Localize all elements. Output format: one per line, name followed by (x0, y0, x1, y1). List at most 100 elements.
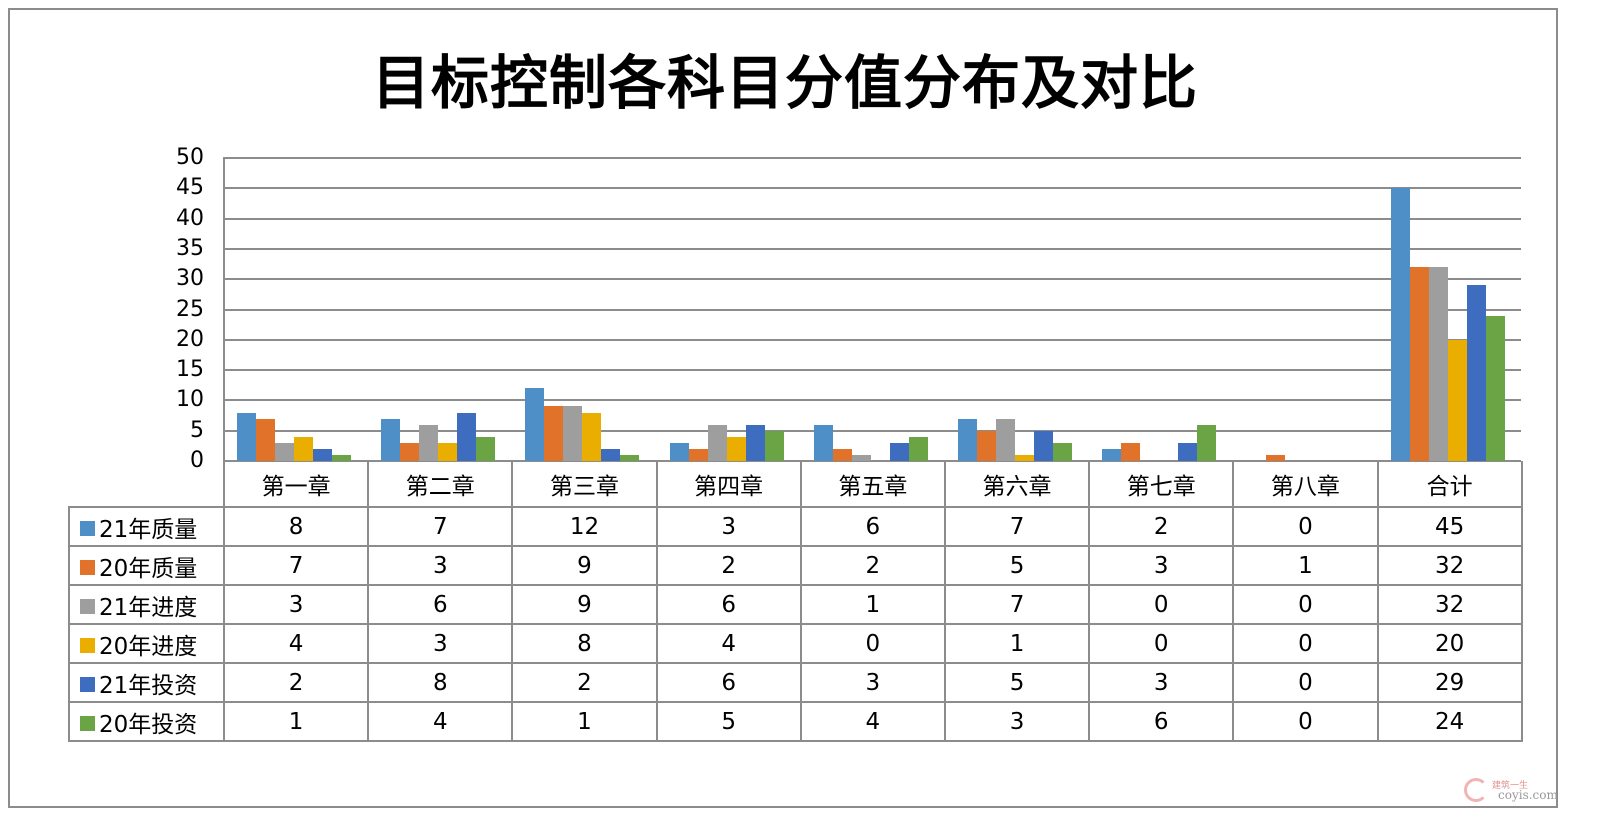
bar (908, 436, 928, 461)
table-cell: 2 (799, 545, 946, 586)
legend-label: 20年投资 (99, 711, 198, 738)
gridline (223, 338, 1521, 341)
legend-label: 21年质量 (99, 516, 198, 543)
bar (400, 442, 420, 461)
gridline (223, 429, 1521, 432)
bar (1409, 267, 1429, 461)
gridline (223, 187, 1521, 190)
legend-label: 20年质量 (99, 555, 198, 582)
table-cell: 3 (655, 506, 802, 547)
table-cell: 1 (799, 584, 946, 625)
bar (1178, 442, 1198, 461)
bar (889, 442, 909, 461)
chart-title: 目标控制各科目分值分布及对比 (371, 49, 1198, 117)
legend-label: 21年进度 (99, 594, 198, 621)
table-cell: 5 (655, 701, 802, 742)
table-row: 21年进度 3 6 9 6 1 7 0 0 32 (68, 584, 1523, 625)
bar (601, 448, 621, 461)
table-cell: 9 (511, 545, 658, 586)
y-tick-label: 30 (176, 266, 204, 292)
bar (1197, 424, 1217, 461)
table-row: 21年投资 2 8 2 6 3 5 3 0 29 (68, 662, 1523, 703)
table-cell: 1 (511, 701, 658, 742)
table-cell: 8 (222, 506, 370, 547)
watermark: 建筑一生 coyis.com (1460, 776, 1560, 806)
table-cell: 9 (511, 584, 658, 625)
bar (996, 418, 1016, 461)
bar (620, 454, 640, 461)
bar (707, 424, 727, 461)
category-label: 第五章 (799, 461, 946, 508)
table-cell: 0 (1232, 701, 1379, 742)
gridline (223, 278, 1521, 281)
table-cell: 0 (799, 623, 946, 664)
table-cell: 6 (799, 506, 946, 547)
bar (237, 412, 256, 461)
bar (764, 430, 784, 461)
table-row: 20年投资 1 4 1 5 4 3 6 0 24 (68, 701, 1523, 742)
bar (419, 424, 439, 461)
bar (1485, 315, 1505, 461)
legend-entry: 21年进度 (68, 584, 225, 625)
chart-frame (8, 8, 1558, 808)
table-cell: 1 (1232, 545, 1379, 586)
y-tick-label: 20 (176, 326, 204, 352)
bar (1053, 442, 1073, 461)
legend-entry: 20年投资 (68, 701, 225, 742)
bar (1102, 448, 1122, 461)
legend-label: 21年投资 (99, 672, 198, 699)
bar (457, 412, 477, 461)
table-cell: 45 (1376, 506, 1523, 547)
table-cell: 4 (367, 701, 514, 742)
gridline (223, 369, 1521, 372)
y-tick-label: 5 (190, 417, 204, 443)
table-cell: 0 (1088, 623, 1235, 664)
legend-swatch-icon (80, 676, 95, 692)
watermark-text-cn: 建筑一生 (1492, 781, 1529, 791)
bar (1428, 267, 1448, 461)
legend-swatch-icon (80, 520, 95, 536)
bar (476, 436, 496, 461)
bar (688, 448, 708, 461)
y-tick-label: 25 (176, 296, 204, 322)
y-tick-label: 45 (176, 175, 204, 201)
table-cell: 4 (799, 701, 946, 742)
table-cell: 24 (1376, 701, 1523, 742)
bar (977, 430, 997, 461)
legend-swatch-icon (80, 598, 95, 614)
table-cell: 32 (1376, 584, 1523, 625)
bar (294, 436, 313, 461)
table-cell: 0 (1232, 584, 1379, 625)
table-cell: 1 (222, 701, 370, 742)
bar (582, 412, 602, 461)
table-cell: 7 (943, 584, 1091, 625)
bar (313, 448, 332, 461)
legend-entry: 21年质量 (68, 506, 225, 547)
table-cell: 3 (367, 623, 514, 664)
bar (1015, 454, 1035, 461)
table-cell: 3 (799, 662, 946, 703)
legend-entry: 20年进度 (68, 623, 225, 664)
category-label: 第一章 (222, 461, 370, 508)
table-corner (69, 461, 225, 507)
gridline (223, 399, 1521, 402)
plot-area (223, 157, 1521, 462)
gridline (223, 247, 1521, 250)
gridline (223, 157, 1521, 159)
table-cell: 0 (1232, 506, 1379, 547)
data-table: 第一章 第二章 第三章 第四章 第五章 第六章 第七章 第八章 合计 21年质量 8 7 12 3 6 7 2 0… (68, 461, 1523, 742)
bar (1466, 285, 1486, 461)
bar (563, 406, 583, 461)
bar (256, 418, 275, 461)
bar (745, 424, 765, 461)
table-cell: 32 (1376, 545, 1523, 586)
table-cell: 3 (1088, 545, 1235, 586)
legend-swatch-icon (80, 715, 95, 731)
y-tick-label: 15 (176, 357, 204, 383)
legend-entry: 21年投资 (68, 662, 225, 703)
table-cell: 5 (943, 545, 1091, 586)
bar (813, 424, 833, 461)
table-cell: 2 (222, 662, 370, 703)
bar (669, 442, 689, 461)
bar (958, 418, 978, 461)
